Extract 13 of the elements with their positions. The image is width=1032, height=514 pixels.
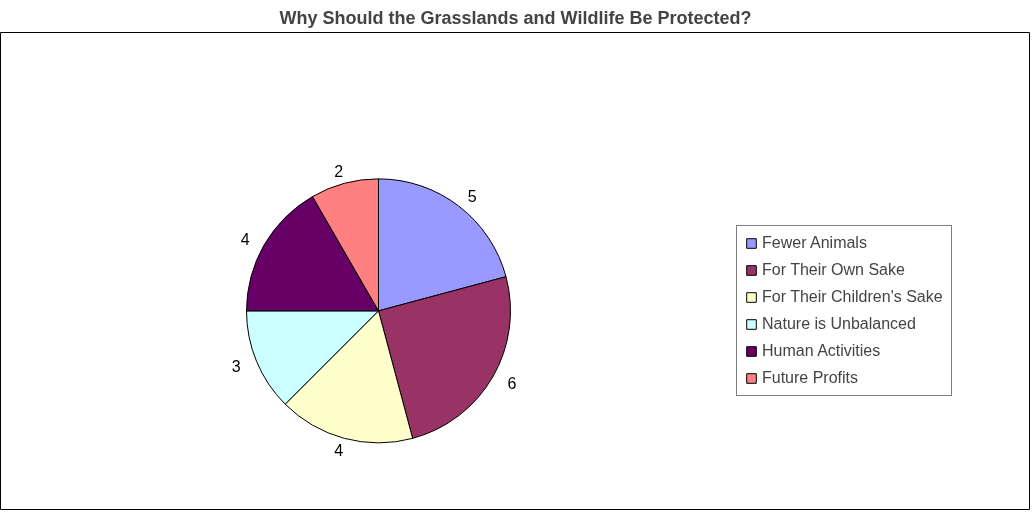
legend-label: Future Profits [762,369,859,387]
legend-label: Fewer Animals [762,234,867,252]
data-label: 4 [240,230,250,248]
legend-label: For Their Children's Sake [762,288,943,306]
legend-label: Human Activities [762,342,881,360]
data-label: 4 [334,442,344,460]
data-label: 5 [467,188,477,206]
chart-title: Why Should the Grasslands and Wildlife Be Protected? [279,7,752,28]
legend-label: Nature is Unbalanced [762,315,916,333]
data-label: 3 [231,358,241,376]
legend-label: For Their Own Sake [762,261,905,279]
data-label: 2 [334,163,344,181]
data-label: 6 [507,375,517,393]
